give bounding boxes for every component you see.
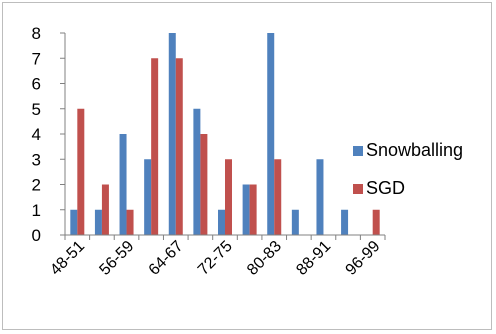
x-tick-label: 88-91	[293, 238, 334, 279]
bar-snowballing-76-79	[242, 184, 250, 235]
x-tick-label: 72-75	[195, 238, 236, 279]
x-tick-label: 80-83	[244, 238, 285, 279]
bar-snowballing-60-63	[144, 159, 152, 235]
y-tick-label: 5	[32, 100, 41, 119]
bar-sgd-76-79	[249, 184, 257, 235]
bar-snowballing-56-59	[119, 134, 127, 235]
bar-chart: 0 1 2 3 4 5 6 7 8 48-51 56-59 64-67 72-75 80-83 88-91…	[32, 24, 464, 279]
bar-snowballing-88-91	[316, 159, 324, 235]
bar-snowballing-64-67	[168, 33, 176, 235]
x-tick-label: 48-51	[47, 238, 88, 279]
bar-snowballing-48-51	[70, 209, 78, 235]
x-tick-label: 64-67	[146, 238, 187, 279]
bar-sgd-64-67	[175, 58, 183, 235]
x-tick-label: 56-59	[96, 238, 137, 279]
bar-snowballing-68-71	[193, 108, 201, 235]
legend-swatch-sgd	[353, 184, 363, 194]
bar-sgd-52-55	[101, 184, 109, 235]
bar-sgd-72-75	[225, 159, 232, 235]
x-tick-label: 96-99	[343, 238, 384, 279]
bar-sgd-96-99	[372, 209, 380, 235]
y-tick-label: 0	[32, 226, 41, 245]
bars	[70, 33, 380, 235]
bar-snowballing-80-83	[267, 33, 275, 235]
legend-label-sgd: SGD	[366, 178, 405, 198]
bar-snowballing-52-55	[94, 209, 102, 235]
legend-label-snowballing: Snowballing	[366, 140, 463, 160]
legend-swatch-snowballing	[353, 146, 363, 156]
y-tick-label: 6	[32, 75, 41, 94]
legend: Snowballing SGD	[353, 140, 463, 198]
y-axis-ticks: 0 1 2 3 4 5 6 7 8	[32, 24, 65, 245]
bar-sgd-56-59	[126, 209, 134, 235]
bar-sgd-60-63	[151, 58, 159, 235]
bar-snowballing-72-75	[218, 209, 225, 235]
y-tick-label: 1	[32, 201, 41, 220]
y-tick-label: 7	[32, 49, 41, 68]
bar-sgd-48-51	[77, 108, 85, 235]
y-tick-label: 8	[32, 24, 41, 43]
y-tick-label: 2	[32, 176, 41, 195]
bar-snowballing-84-87	[291, 209, 299, 235]
bar-sgd-68-71	[200, 134, 208, 235]
bar-snowballing-92-95	[341, 209, 349, 235]
bar-sgd-80-83	[274, 159, 282, 235]
chart-frame: 0 1 2 3 4 5 6 7 8 48-51 56-59 64-67 72-75 80-83 88-91…	[2, 2, 492, 330]
y-tick-label: 3	[32, 150, 41, 169]
y-tick-label: 4	[32, 125, 41, 144]
x-axis-ticks: 48-51 56-59 64-67 72-75 80-83 88-91 96-99	[47, 235, 386, 279]
